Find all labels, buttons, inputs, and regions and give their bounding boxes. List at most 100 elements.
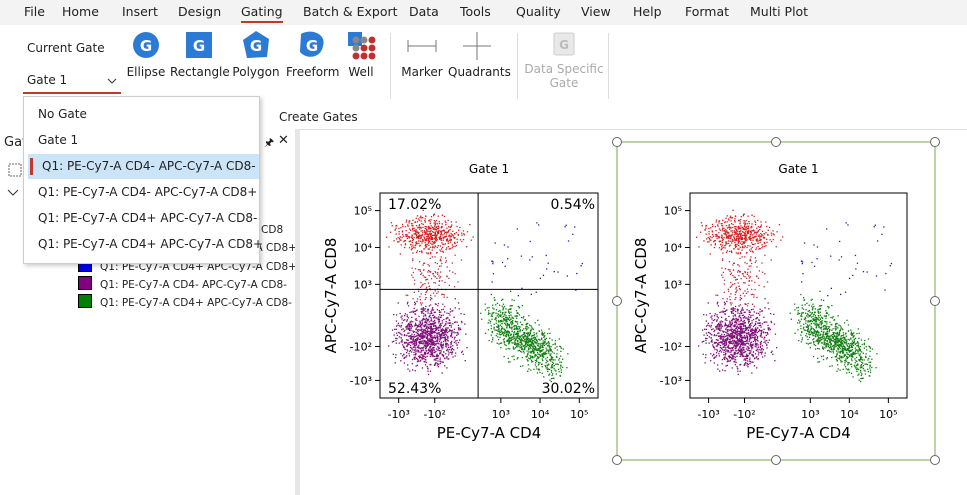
event-dot <box>427 225 430 228</box>
event-dot <box>837 327 839 329</box>
event-dot <box>437 273 439 275</box>
event-dot <box>731 354 733 356</box>
event-dot <box>708 233 710 235</box>
menu-tab[interactable]: Tools <box>460 4 491 19</box>
event-dot <box>432 273 434 275</box>
event-dot <box>515 317 518 319</box>
gate-button[interactable]: G Polygon <box>232 30 280 79</box>
event-dot <box>723 283 725 285</box>
event-dot <box>411 237 413 239</box>
event-dot <box>421 347 424 349</box>
menu-tab[interactable]: Design <box>178 4 222 19</box>
event-dot <box>453 349 455 351</box>
event-dot <box>708 227 710 230</box>
event-dot <box>737 318 739 320</box>
event-dot <box>735 337 737 339</box>
pin-button[interactable]: 🖈 <box>264 136 275 149</box>
tree-item[interactable]: Q1: PE-Cy7-A CD4+ APC-Cy7-A CD8- <box>78 294 292 310</box>
menu-tab[interactable]: Quality <box>516 4 561 19</box>
tree-expander[interactable] <box>7 189 19 197</box>
event-dot <box>750 337 753 339</box>
event-dot <box>720 326 723 328</box>
event-dot <box>774 360 776 362</box>
event-dot <box>417 237 419 240</box>
event-dot <box>767 328 769 330</box>
gate-button[interactable]: G Ellipse <box>126 30 166 79</box>
current-gate-select[interactable]: Gate 1 <box>23 70 121 94</box>
icon <box>407 40 437 52</box>
gate-button[interactable]: G Freeform <box>286 30 339 79</box>
event-dot <box>732 349 734 351</box>
gate-button[interactable]: G Rectangle <box>170 30 230 79</box>
event-dot <box>705 342 707 344</box>
event-dot <box>427 352 429 355</box>
tool-button[interactable]: Quadrants <box>448 30 511 79</box>
event-dot <box>425 245 428 247</box>
event-dot <box>708 332 711 334</box>
menu-tab[interactable]: View <box>581 4 611 19</box>
event-dot <box>550 345 552 348</box>
event-dot <box>527 359 529 362</box>
event-dot <box>453 338 455 340</box>
event-dot <box>734 298 736 301</box>
event-dot <box>727 290 730 292</box>
event-dot <box>817 315 820 317</box>
event-dot <box>422 336 424 338</box>
event-dot <box>759 351 761 353</box>
event-dot <box>839 332 841 334</box>
event-dot <box>731 217 734 219</box>
gate-button[interactable]: Well <box>342 30 380 79</box>
event-dot <box>741 243 743 246</box>
menu-tab[interactable]: Help <box>633 4 662 19</box>
event-dot <box>731 319 733 321</box>
menu-tab[interactable]: Gating <box>241 4 283 23</box>
event-dot <box>459 239 462 241</box>
menu-tab[interactable]: File <box>24 4 45 19</box>
event-dot <box>732 334 734 336</box>
event-dot <box>720 335 722 337</box>
event-dot <box>835 337 837 340</box>
menu-tab[interactable]: Data <box>409 4 439 19</box>
event-dot <box>731 323 733 325</box>
event-dot <box>461 350 464 352</box>
event-dot <box>555 373 557 375</box>
splitter <box>295 129 300 495</box>
event-dot <box>747 366 749 368</box>
event-dot <box>451 340 453 342</box>
menu-tab[interactable]: Format <box>685 4 730 19</box>
event-dot <box>430 229 432 232</box>
toolbar-icon[interactable] <box>8 163 22 177</box>
tool-button[interactable]: Marker <box>400 30 444 79</box>
event-dot <box>510 327 512 329</box>
event-dot <box>401 236 403 239</box>
event-dot <box>748 326 750 328</box>
event-dot <box>430 345 432 347</box>
event-dot <box>420 342 422 345</box>
menu-tab[interactable]: Batch & Export <box>303 4 398 19</box>
event-dot <box>516 327 518 330</box>
event-dot <box>770 232 772 234</box>
event-dot <box>745 239 747 242</box>
event-dot <box>733 324 736 327</box>
event-dot <box>437 327 439 329</box>
tree-item[interactable]: Q1: PE-Cy7-A CD4- APC-Cy7-A CD8- <box>78 276 287 292</box>
event-dot <box>429 227 431 229</box>
event-dot <box>426 355 428 357</box>
event-dot <box>434 331 436 333</box>
event-dot <box>548 352 550 354</box>
close-button[interactable]: ✕ <box>278 133 289 148</box>
event-dot <box>544 352 547 354</box>
event-dot <box>725 251 728 253</box>
menu-tab[interactable]: Multi Plot <box>750 4 809 19</box>
event-dot <box>750 237 752 240</box>
event-dot <box>751 333 754 335</box>
menu-tab[interactable]: Home <box>62 4 99 19</box>
menu-tab[interactable]: Insert <box>122 4 158 19</box>
event-dot <box>525 327 527 329</box>
event-dot <box>735 321 737 324</box>
event-dot <box>858 354 860 356</box>
event-dot <box>411 247 413 250</box>
event-dot <box>717 327 719 329</box>
event-dot <box>429 221 431 223</box>
